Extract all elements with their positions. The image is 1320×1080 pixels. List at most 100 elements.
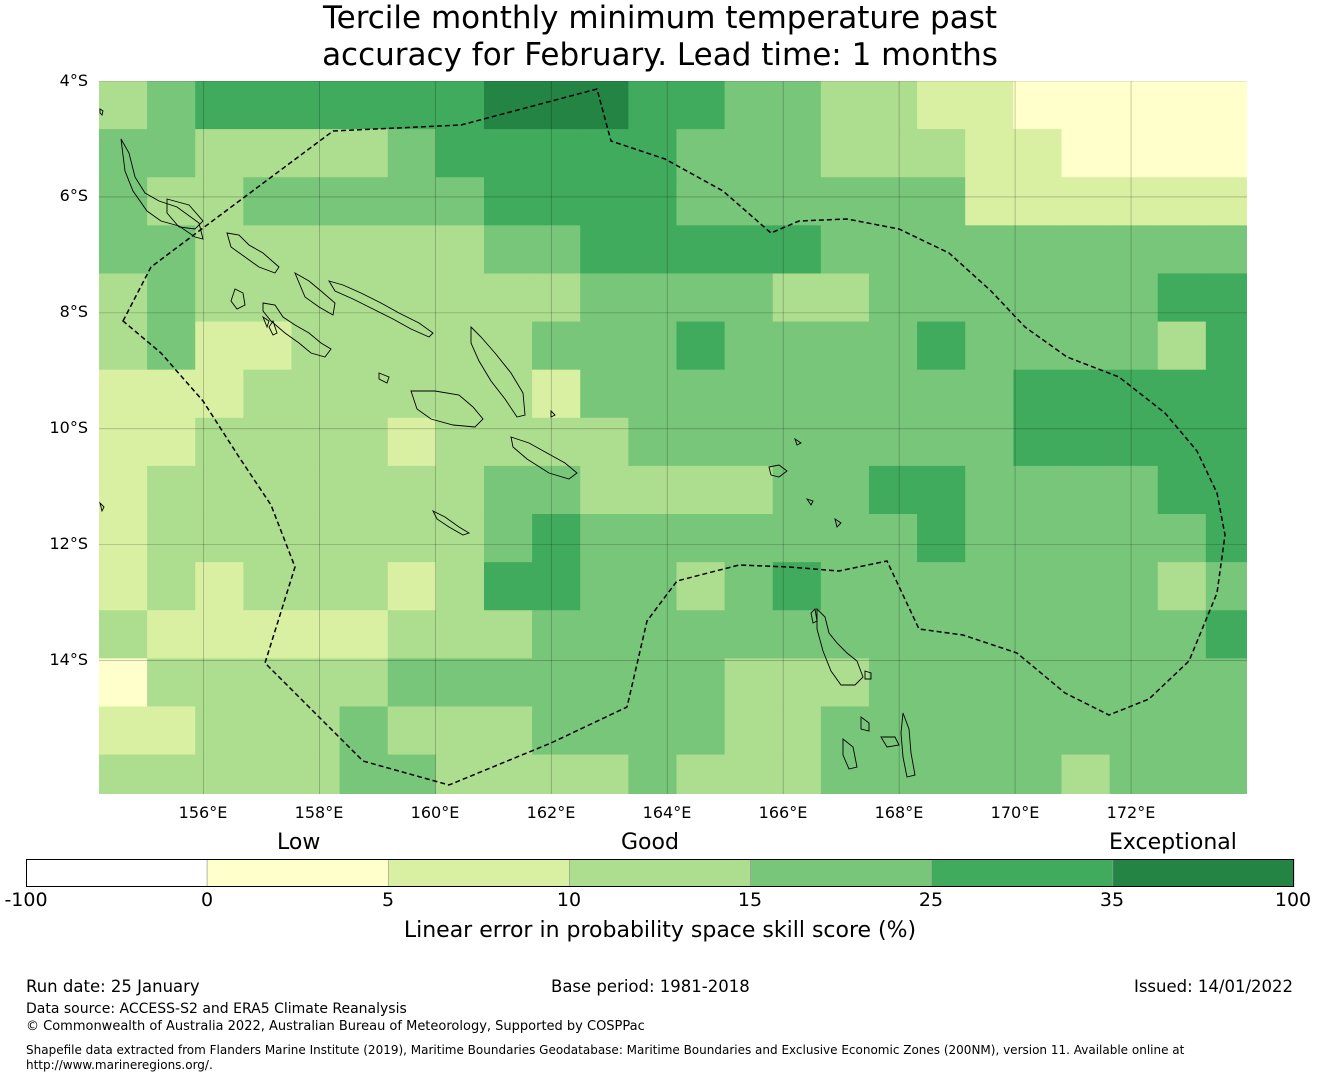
- grid-cell: [676, 129, 726, 178]
- grid-cell: [917, 706, 966, 756]
- grid-cell: [820, 658, 870, 708]
- grid-cell: [772, 225, 822, 275]
- grid-cell: [435, 754, 485, 794]
- grid-cell: [483, 273, 533, 323]
- grid-cell: [724, 658, 774, 708]
- grid-cell: [628, 562, 678, 611]
- grid-cell: [1109, 177, 1159, 226]
- grid-cell: [147, 225, 196, 275]
- grid-cell: [291, 321, 341, 371]
- colorbar-bin: [206, 859, 389, 887]
- grid-cell: [772, 129, 822, 178]
- lat-label-8s: 8°S: [59, 302, 88, 321]
- grid-cell: [1109, 81, 1159, 130]
- grid-cell: [1157, 321, 1207, 371]
- grid-cell: [243, 369, 293, 419]
- grid-cell: [1109, 562, 1159, 611]
- grid-cell: [580, 514, 629, 563]
- colorbar-tick-25: 25: [918, 889, 944, 911]
- lon-label-166e: 166°E: [758, 803, 808, 822]
- grid-cell: [580, 81, 629, 130]
- grid-cell: [243, 225, 293, 275]
- grid-cell: [1205, 81, 1247, 130]
- grid-cell: [99, 225, 148, 275]
- grid-cell: [1013, 177, 1063, 226]
- grid-cell: [580, 658, 629, 708]
- grid-cell: [339, 514, 389, 563]
- grid-cell: [1109, 465, 1159, 515]
- grid-cell: [580, 369, 629, 419]
- grid-cell: [483, 465, 533, 515]
- grid-cell: [339, 658, 389, 708]
- grid-cell: [724, 417, 774, 467]
- grid-cell: [483, 706, 533, 756]
- grid-cell: [99, 273, 148, 323]
- grid-cell: [195, 273, 244, 323]
- grid-cell: [1013, 514, 1063, 563]
- grid-cell: [195, 465, 244, 515]
- grid-cell: [724, 129, 774, 178]
- colorbar-bin: [26, 859, 208, 887]
- grid-cell: [917, 465, 966, 515]
- grid-cell: [820, 225, 870, 275]
- grid-cell: [243, 129, 293, 178]
- grid-cell: [917, 321, 966, 371]
- grid-cell: [676, 610, 726, 659]
- grid-cell: [820, 369, 870, 419]
- grid-cell: [917, 273, 966, 323]
- grid-cell: [772, 321, 822, 371]
- grid-cell: [99, 417, 148, 467]
- grid-cell: [772, 273, 822, 323]
- grid-cell: [820, 129, 870, 178]
- grid-cell: [580, 129, 629, 178]
- grid-cell: [1205, 465, 1247, 515]
- grid-cell: [195, 321, 244, 371]
- grid-cell: [772, 465, 822, 515]
- grid-cell: [243, 417, 293, 467]
- grid-cell: [868, 562, 918, 611]
- grid-cell: [147, 321, 196, 371]
- grid-cell: [339, 273, 389, 323]
- category-good-label: Good: [621, 830, 679, 855]
- grid-cell: [435, 321, 485, 371]
- grid-cell: [243, 514, 293, 563]
- grid-cell: [147, 562, 196, 611]
- grid-cell: [243, 81, 293, 130]
- grid-cell: [868, 610, 918, 659]
- grid-cell: [1205, 177, 1247, 226]
- grid-cell: [820, 321, 870, 371]
- grid-cell: [147, 369, 196, 419]
- grid-cell: [147, 129, 196, 178]
- grid-cell: [628, 417, 678, 467]
- grid-cell: [1205, 658, 1247, 708]
- grid-cell: [147, 273, 196, 323]
- grid-cell: [772, 514, 822, 563]
- grid-cell: [147, 610, 196, 659]
- colorbar-bin: [569, 859, 751, 887]
- grid-cell: [483, 81, 533, 130]
- grid-cell: [339, 81, 389, 130]
- grid-cell: [628, 177, 678, 226]
- grid-cell: [532, 81, 581, 130]
- grid-cell: [339, 465, 389, 515]
- grid-cell: [99, 321, 148, 371]
- graticule: [99, 81, 1247, 794]
- grid-cell: [435, 129, 485, 178]
- grid-cell: [387, 129, 437, 178]
- grid-cell: [483, 321, 533, 371]
- grid-cell: [1109, 610, 1159, 659]
- grid-cell: [580, 273, 629, 323]
- grid-cell: [147, 658, 196, 708]
- grid-cell: [1109, 417, 1159, 467]
- grid-cell: [532, 369, 581, 419]
- grid-cell: [580, 754, 629, 794]
- grid-cell: [195, 706, 244, 756]
- colorbar-tick-35: 35: [1099, 889, 1125, 911]
- grid-cell: [868, 129, 918, 178]
- grid-cell: [580, 225, 629, 275]
- grid-cell: [724, 369, 774, 419]
- grid-cell: [532, 610, 581, 659]
- grid-cell: [243, 610, 293, 659]
- grid-cell: [676, 417, 726, 467]
- lon-label-168e: 168°E: [874, 803, 924, 822]
